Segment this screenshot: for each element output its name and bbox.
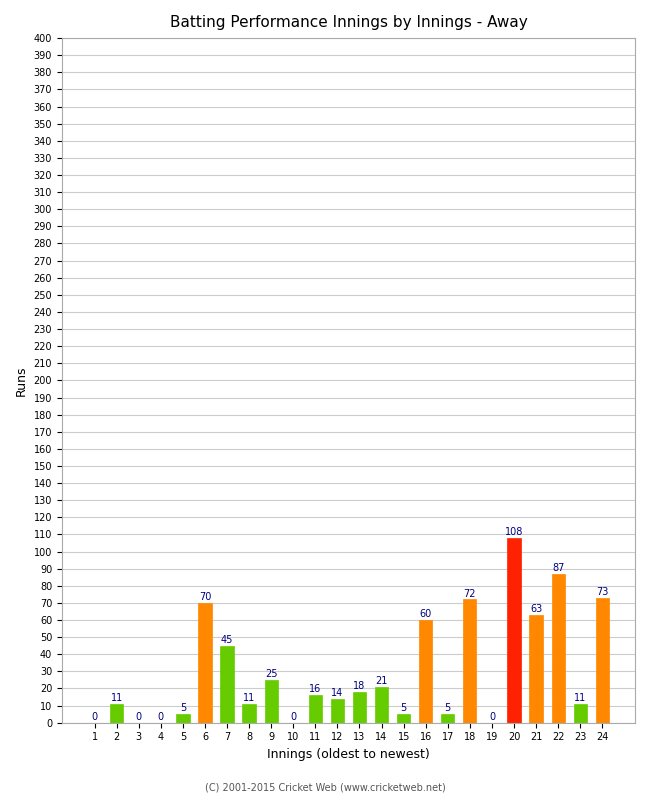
Bar: [508, 538, 521, 722]
Text: 73: 73: [596, 587, 608, 597]
Text: 5: 5: [180, 703, 186, 714]
Text: 63: 63: [530, 604, 542, 614]
Text: 16: 16: [309, 685, 322, 694]
Bar: [309, 695, 322, 722]
Text: (C) 2001-2015 Cricket Web (www.cricketweb.net): (C) 2001-2015 Cricket Web (www.cricketwe…: [205, 782, 445, 792]
Bar: [595, 598, 609, 722]
Text: 14: 14: [332, 688, 344, 698]
Text: 45: 45: [221, 635, 233, 645]
Text: 0: 0: [136, 712, 142, 722]
Text: 25: 25: [265, 669, 278, 679]
Text: 5: 5: [445, 703, 451, 714]
Text: 11: 11: [574, 693, 586, 703]
Text: 0: 0: [92, 712, 98, 722]
Bar: [419, 620, 432, 722]
Text: 60: 60: [420, 609, 432, 619]
Bar: [176, 714, 190, 722]
Bar: [242, 704, 255, 722]
Text: 108: 108: [505, 527, 523, 537]
Bar: [574, 704, 587, 722]
Text: 72: 72: [463, 589, 476, 598]
Title: Batting Performance Innings by Innings - Away: Batting Performance Innings by Innings -…: [170, 15, 527, 30]
Bar: [530, 615, 543, 722]
Bar: [441, 714, 454, 722]
Bar: [552, 574, 565, 722]
Bar: [220, 646, 233, 722]
Y-axis label: Runs: Runs: [15, 365, 28, 396]
Text: 0: 0: [489, 712, 495, 722]
Bar: [397, 714, 410, 722]
Bar: [110, 704, 124, 722]
Text: 0: 0: [158, 712, 164, 722]
Text: 70: 70: [199, 592, 211, 602]
Text: 87: 87: [552, 563, 564, 573]
Text: 11: 11: [111, 693, 123, 703]
Text: 5: 5: [400, 703, 407, 714]
Text: 18: 18: [354, 681, 365, 691]
Text: 0: 0: [290, 712, 296, 722]
Bar: [353, 692, 366, 722]
Bar: [198, 603, 212, 722]
X-axis label: Innings (oldest to newest): Innings (oldest to newest): [267, 748, 430, 761]
Bar: [331, 698, 344, 722]
Text: 11: 11: [243, 693, 255, 703]
Text: 21: 21: [376, 676, 388, 686]
Bar: [375, 686, 388, 722]
Bar: [463, 599, 476, 722]
Bar: [265, 680, 278, 722]
